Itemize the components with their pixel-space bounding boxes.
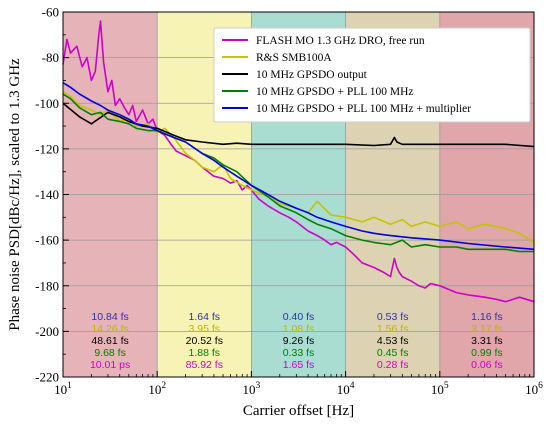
jitter-value: 1.16 fs [471,311,503,323]
legend-entry: 10 MHz GPSDO + PLL 100 MHz + multiplier [256,103,471,115]
y-tick-label: -160 [35,233,59,248]
series-line-1 [62,20,535,303]
series-line-5 [62,82,535,251]
y-axis-ticks: -60 -80 -100 -120 -140 -160 -180 -200 -220 [35,5,69,385]
jitter-value: 1.56 fs [377,323,409,335]
jitter-value: 1.08 fs [283,323,315,335]
jitter-value: 85.92 fs [186,359,223,371]
legend-box [213,27,531,123]
jitter-value: 1.65 fs [283,359,315,371]
legend: FLASH MO 1.3 GHz DRO, free run R&S SMB100… [213,27,531,123]
jitter-value: 4.53 fs [377,335,409,347]
legend-entry: 10 MHz GPSDO + PLL 100 MHz [256,86,413,98]
y-tick-label: -140 [35,187,59,202]
jitter-value: 48.61 fs [91,335,128,347]
y-tick-label: -80 [42,50,59,65]
y-tick-label: -60 [42,5,59,20]
jitter-value: 0.53 fs [377,311,409,323]
jitter-value: 9.26 fs [283,335,315,347]
legend-entry: R&S SMB100A [256,52,332,64]
y-tick-label: -100 [35,96,59,111]
jitter-value: 0.40 fs [283,311,315,323]
jitter-value: 0.45 fs [377,347,409,359]
jitter-value: 14.26 fs [91,323,128,335]
jitter-value: 0.33 fs [283,347,315,359]
jitter-value: 1.88 fs [189,347,221,359]
jitter-value: 3.31 fs [471,335,503,347]
jitter-value: 1.64 fs [189,311,221,323]
jitter-value: 10.01 ps [90,359,130,371]
jitter-value: 3.17 fs [471,323,503,335]
x-tick-label: 104 [337,381,355,397]
jitter-value: 20.52 fs [186,335,223,347]
y-tick-label: -180 [35,278,59,293]
y-tick-label: -220 [35,370,59,385]
y-tick-label: -200 [35,324,59,339]
x-tick-label: 101 [54,381,72,397]
jitter-value: 0.28 fs [377,359,409,371]
jitter-value: 0.99 fs [471,347,503,359]
x-axis-ticks: 101 102 103 104 105 106 [54,371,543,397]
x-axis-title: Carrier offset [Hz] [243,403,354,419]
y-axis-title: Phase noise PSD[dBc/Hz], scaled to 1.3 G… [7,58,23,331]
legend-entry: 10 MHz GPSDO output [256,69,368,81]
legend-entry: FLASH MO 1.3 GHz DRO, free run [256,35,425,47]
jitter-value: 0.06 fs [471,359,503,371]
jitter-value: 9.68 fs [94,347,126,359]
jitter-value: 3.95 fs [189,323,221,335]
y-tick-label: -120 [35,141,59,156]
series-line-3 [62,102,535,148]
jitter-value: 10.84 fs [91,311,128,323]
x-tick-label: 102 [148,381,166,397]
series-layer [62,20,535,303]
x-tick-label: 103 [243,381,261,397]
series-line-4 [62,93,534,253]
x-tick-label: 106 [525,381,543,397]
x-tick-label: 105 [431,381,449,397]
